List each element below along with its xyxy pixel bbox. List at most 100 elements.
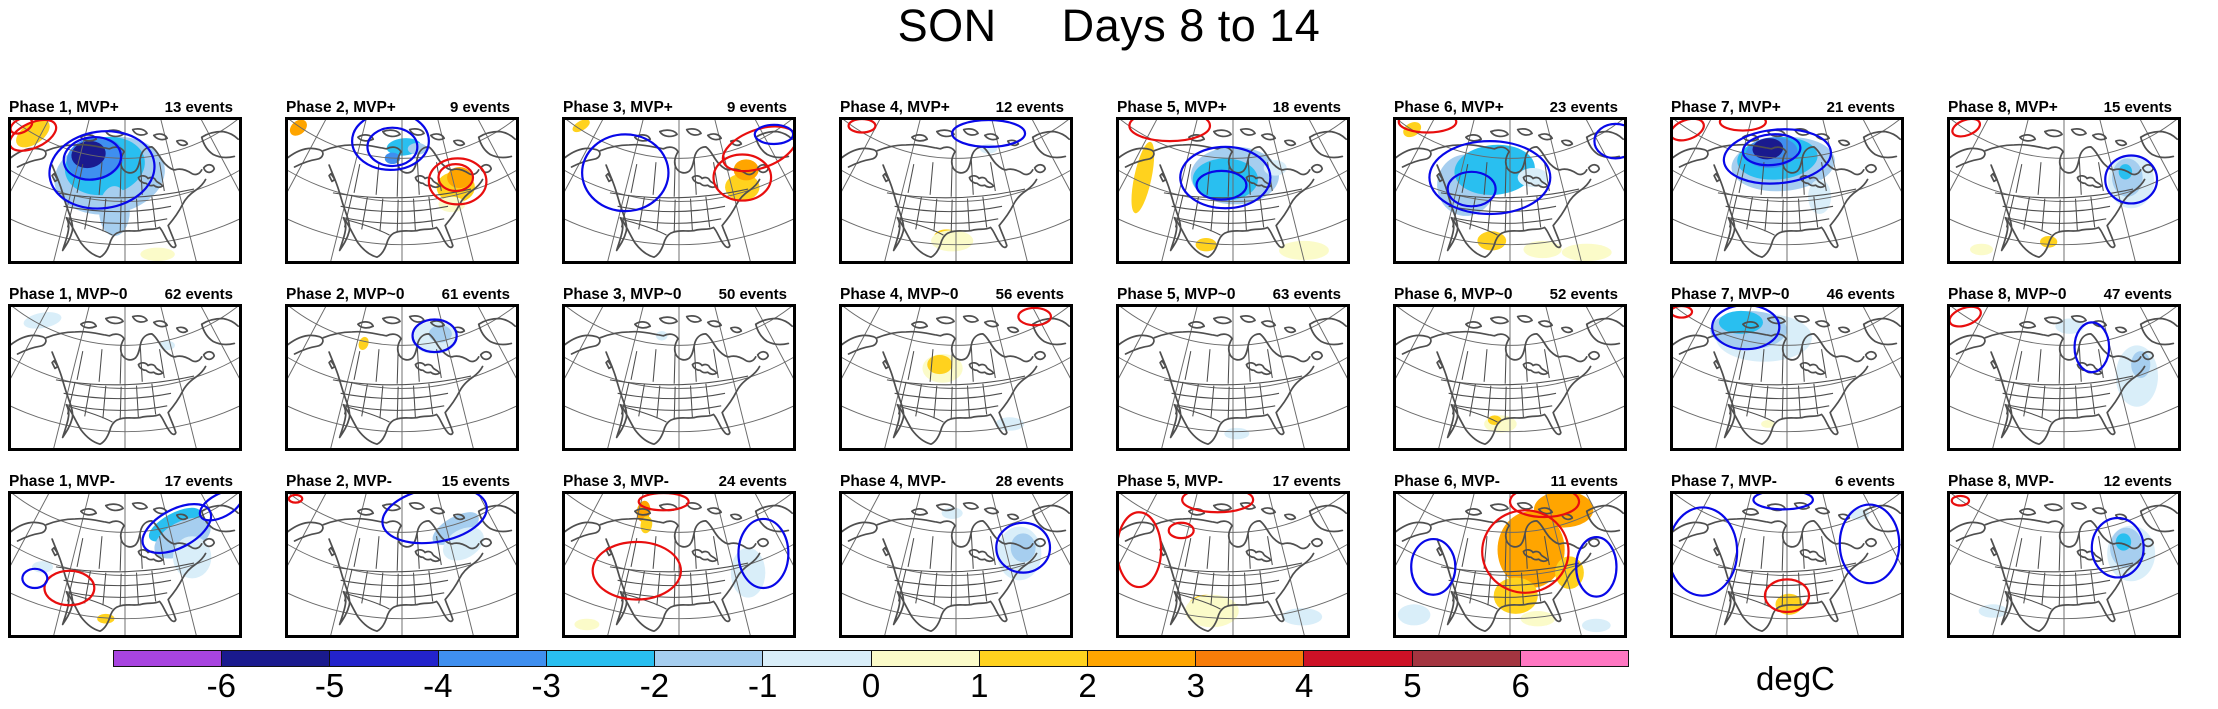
colorbar-ticks: -6 -5 -4 -3 -2 -1 0 1 2 3 4 5 6 (113, 667, 1629, 709)
anomaly-contour (721, 125, 793, 173)
anomaly-contour (1752, 494, 1814, 511)
panel-events-count: 17 events (1272, 473, 1341, 490)
anomaly-contour (1951, 120, 1982, 138)
colorbar-tick-label: 5 (1403, 667, 1422, 704)
panel-header: Phase 2, MVP- 15 events (285, 468, 519, 491)
anomaly-contours (1410, 494, 1618, 598)
anomaly-contour (1741, 133, 1802, 167)
anomaly-fill (1761, 420, 1775, 428)
anomaly-contour (141, 503, 213, 555)
panel-events-count: 12 events (2103, 473, 2172, 490)
anomaly-contour (1838, 503, 1901, 585)
panel-map (8, 304, 242, 451)
panel-map (8, 491, 242, 638)
anomaly-contour (2073, 321, 2111, 374)
panel-map (562, 491, 796, 638)
colorbar-segment (654, 651, 763, 666)
panel-phase-5-mvpplus: Phase 5, MVP+ 18 events (1116, 94, 1350, 264)
colorbar-segment (1303, 651, 1412, 666)
panel-events-count: 61 events (441, 286, 510, 303)
panel-map (285, 117, 519, 264)
basemap (1396, 307, 1624, 448)
anomaly-contour (1950, 494, 1971, 507)
panel-phase-5-mvp00: Phase 5, MVP~0 63 events (1116, 281, 1350, 451)
panel-phase-4-mvpminus: Phase 4, MVP- 28 events (839, 468, 1073, 638)
panel-phase-7-mvpminus: Phase 7, MVP- 6 events (1670, 468, 1904, 638)
anomaly-contour (1763, 578, 1811, 614)
anomaly-contours (1119, 494, 1255, 589)
panel-map (8, 117, 242, 264)
anomaly-contour (753, 123, 793, 146)
anomaly-contour (1673, 307, 1694, 319)
anomaly-fill (931, 230, 974, 252)
anomaly-fill (927, 354, 953, 375)
anomaly-contour (581, 133, 670, 213)
panel-label: Phase 1, MVP- (9, 472, 115, 490)
colorbar-segment (762, 651, 871, 666)
anomaly-contour (1508, 494, 1581, 519)
anomaly-fill (572, 120, 590, 133)
panel-map (839, 491, 1073, 638)
panel-map (562, 304, 796, 451)
panel-header: Phase 3, MVP~0 50 events (562, 281, 796, 304)
panel-events-count: 46 events (1826, 286, 1895, 303)
basemap (1673, 494, 1901, 635)
panel-events-count: 23 events (1549, 99, 1618, 116)
panel-header: Phase 8, MVP+ 15 events (1947, 94, 2181, 117)
anomaly-contour (1718, 120, 1767, 132)
anomaly-contour (995, 521, 1052, 574)
anomaly-contours (351, 120, 488, 206)
anomaly-fill (730, 547, 766, 598)
basemap (1119, 307, 1347, 448)
anomaly-fills (1185, 594, 1323, 628)
anomaly-fill (1970, 243, 1994, 256)
anomaly-contours (21, 494, 239, 607)
anomaly-contour (951, 120, 1027, 148)
panel-phase-1-mvp00: Phase 1, MVP~0 62 events (8, 281, 242, 451)
colorbar-segment (545, 651, 655, 666)
anomaly-contour (1179, 145, 1272, 210)
panel-phase-1-mvpplus: Phase 1, MVP+ 13 events (8, 94, 242, 264)
panel-map (1393, 117, 1627, 264)
panel-phase-3-mvpminus: Phase 3, MVP- 24 events (562, 468, 796, 638)
panel-phase-2-mvpplus: Phase 2, MVP+ 9 events (285, 94, 519, 264)
anomaly-contour (1181, 494, 1255, 514)
anomaly-fill (1520, 611, 1556, 627)
colorbar-tick-label: -5 (314, 667, 345, 704)
panel-label: Phase 7, MVP+ (1671, 98, 1781, 116)
anomaly-contours (1017, 307, 1053, 327)
colorbar-tick-label: 6 (1511, 667, 1530, 704)
panel-events-count: 56 events (995, 286, 1064, 303)
panel-header: Phase 4, MVP~0 56 events (839, 281, 1073, 304)
panel-events-count: 50 events (718, 286, 787, 303)
anomaly-fill (733, 159, 759, 181)
panel-label: Phase 2, MVP+ (286, 98, 396, 116)
anomaly-contour (1593, 122, 1624, 160)
anomaly-fill (289, 120, 307, 136)
anomaly-fill (2118, 164, 2133, 180)
panel-phase-6-mvpminus: Phase 6, MVP- 11 events (1393, 468, 1627, 638)
panel-events-count: 6 events (1834, 473, 1895, 490)
panel-label: Phase 7, MVP- (1671, 472, 1777, 490)
anomaly-contour (1119, 511, 1163, 589)
panel-header: Phase 5, MVP~0 63 events (1116, 281, 1350, 304)
basemap (11, 120, 239, 261)
panel-header: Phase 8, MVP~0 47 events (1947, 281, 2181, 304)
anomaly-contours (581, 123, 793, 213)
anomaly-contour (2104, 154, 2159, 205)
anomaly-fill (1978, 604, 2008, 618)
panel-events-count: 63 events (1272, 286, 1341, 303)
anomaly-fill (1523, 240, 1562, 259)
panel-events-count: 52 events (1549, 286, 1618, 303)
anomaly-contour (1128, 120, 1212, 143)
panel-phase-4-mvp00: Phase 4, MVP~0 56 events (839, 281, 1073, 451)
panel-label: Phase 6, MVP~0 (1394, 285, 1513, 303)
panel-label: Phase 3, MVP~0 (563, 285, 682, 303)
panel-phase-1-mvpminus: Phase 1, MVP- 17 events (8, 468, 242, 638)
anomaly-fill (2115, 533, 2132, 551)
anomaly-contours (1950, 494, 2145, 579)
anomaly-contour (1428, 139, 1552, 216)
basemap (565, 307, 793, 448)
panel-label: Phase 8, MVP~0 (1948, 285, 2067, 303)
panel-events-count: 15 events (441, 473, 510, 490)
